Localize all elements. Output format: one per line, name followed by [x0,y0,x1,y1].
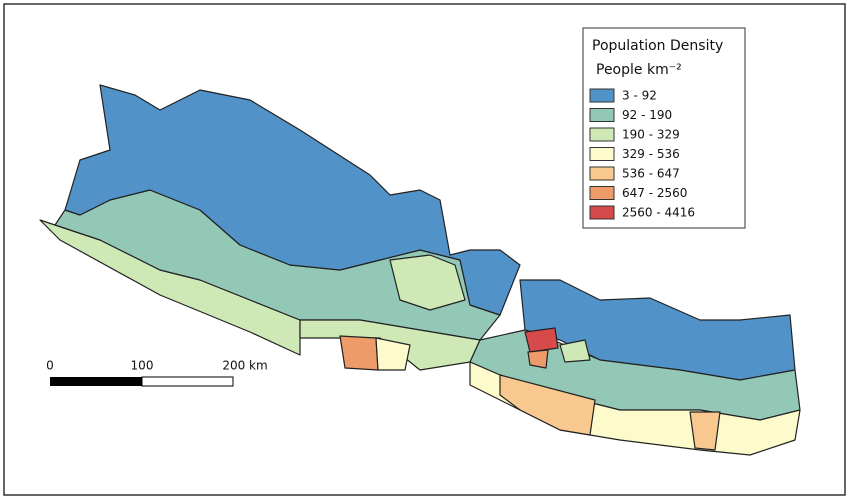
scale-bar: 0 100 200 km [46,359,268,387]
legend-swatch [589,147,615,161]
region [527,349,549,369]
region [559,339,591,363]
legend-unit: People km⁻² [596,62,682,78]
region [375,337,411,371]
scale-label: 200 km [222,359,267,373]
legend: Population Density People km⁻² 3 - 92 92 … [582,27,746,229]
scale-segment [141,376,234,387]
region [689,411,721,451]
region [389,254,466,311]
scale-label: 0 [46,359,54,373]
legend-label: 536 - 647 [622,167,680,181]
legend-label: 3 - 92 [622,89,657,103]
legend-label: 92 - 190 [622,108,672,122]
legend-label: 329 - 536 [622,147,680,161]
legend-swatch [589,127,615,142]
legend-title: Population Density [592,38,723,54]
legend-swatch [589,108,615,122]
scale-segment [50,377,142,386]
legend-swatch [589,205,615,220]
legend-label: 2560 - 4416 [622,206,695,220]
legend-swatch [589,88,615,103]
map [39,84,801,456]
legend-swatch [589,166,615,181]
region [499,374,596,436]
region [64,84,521,316]
scale-label: 100 [131,359,154,373]
legend-label: 647 - 2560 [622,186,687,200]
legend-swatch [589,186,615,200]
region [524,327,559,353]
region [339,335,379,371]
legend-label: 190 - 329 [622,128,680,142]
